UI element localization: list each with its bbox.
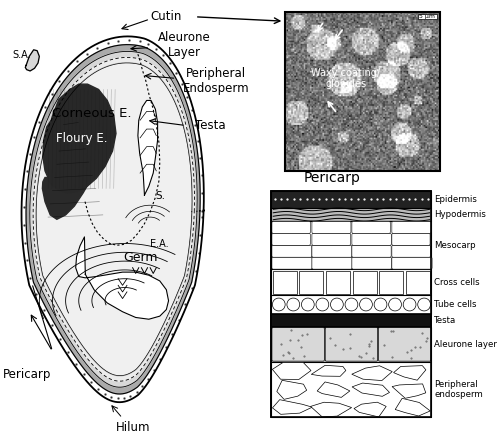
- Bar: [353, 271, 377, 294]
- Polygon shape: [33, 58, 194, 381]
- FancyBboxPatch shape: [352, 245, 391, 257]
- FancyBboxPatch shape: [312, 222, 351, 233]
- FancyBboxPatch shape: [392, 245, 430, 257]
- Polygon shape: [395, 398, 430, 416]
- Text: Hilum: Hilum: [116, 420, 150, 434]
- Polygon shape: [36, 63, 192, 376]
- FancyBboxPatch shape: [272, 222, 310, 233]
- Circle shape: [302, 298, 314, 311]
- Circle shape: [403, 298, 416, 311]
- Text: Peripheral
Endosperm: Peripheral Endosperm: [182, 66, 249, 95]
- Text: Tube cells: Tube cells: [434, 300, 476, 309]
- Polygon shape: [43, 84, 116, 193]
- Polygon shape: [310, 402, 352, 417]
- Text: Corneous E.: Corneous E.: [52, 107, 132, 120]
- Text: Peripheral
endosperm: Peripheral endosperm: [434, 380, 483, 400]
- Polygon shape: [352, 383, 390, 396]
- Bar: [272, 269, 432, 295]
- Bar: [273, 271, 297, 294]
- Bar: [272, 222, 432, 269]
- Text: Cutin: Cutin: [150, 10, 182, 23]
- Polygon shape: [138, 101, 158, 195]
- Circle shape: [360, 298, 372, 311]
- Text: Hypodermis: Hypodermis: [434, 210, 486, 219]
- Text: Testa: Testa: [195, 119, 226, 132]
- Circle shape: [418, 298, 430, 311]
- Polygon shape: [26, 45, 200, 394]
- Bar: [272, 326, 432, 362]
- Text: Aleurone
Layer: Aleurone Layer: [158, 31, 210, 59]
- Text: Cross cells: Cross cells: [434, 278, 480, 287]
- Polygon shape: [317, 382, 350, 397]
- Text: Mesocarp: Mesocarp: [434, 241, 476, 250]
- Polygon shape: [36, 63, 192, 376]
- Text: Pericarp: Pericarp: [4, 368, 51, 381]
- Polygon shape: [277, 380, 306, 399]
- FancyBboxPatch shape: [272, 245, 312, 257]
- Bar: [272, 208, 432, 222]
- FancyBboxPatch shape: [312, 257, 352, 269]
- Polygon shape: [30, 51, 197, 387]
- Text: Testa: Testa: [434, 316, 456, 325]
- Text: 5 μm: 5 μm: [420, 14, 436, 19]
- Polygon shape: [36, 63, 192, 376]
- Text: Pericarp: Pericarp: [304, 171, 360, 185]
- Polygon shape: [392, 384, 426, 398]
- Circle shape: [287, 298, 300, 311]
- Text: Aleurone layer: Aleurone layer: [434, 340, 497, 349]
- Bar: [406, 271, 430, 294]
- Polygon shape: [394, 365, 426, 380]
- Circle shape: [345, 298, 358, 311]
- Polygon shape: [272, 400, 312, 414]
- Polygon shape: [352, 366, 392, 381]
- FancyBboxPatch shape: [272, 257, 312, 269]
- FancyBboxPatch shape: [392, 233, 430, 245]
- Polygon shape: [272, 362, 311, 380]
- Text: Epidermis: Epidermis: [434, 194, 477, 204]
- Circle shape: [374, 298, 387, 311]
- Text: E.A.: E.A.: [150, 238, 168, 249]
- FancyBboxPatch shape: [352, 233, 392, 245]
- FancyBboxPatch shape: [312, 233, 350, 245]
- Circle shape: [316, 298, 329, 311]
- Bar: [326, 271, 350, 294]
- Bar: [272, 295, 432, 314]
- Polygon shape: [76, 237, 168, 319]
- Bar: [380, 271, 404, 294]
- Circle shape: [388, 298, 402, 311]
- FancyBboxPatch shape: [352, 222, 391, 233]
- FancyBboxPatch shape: [325, 327, 378, 361]
- Polygon shape: [42, 107, 110, 219]
- Bar: [272, 190, 432, 417]
- Bar: [272, 190, 432, 208]
- Circle shape: [272, 298, 285, 311]
- Text: S.A.: S.A.: [12, 50, 30, 60]
- Text: Floury E.: Floury E.: [56, 132, 108, 145]
- Bar: [284, 12, 440, 171]
- Bar: [272, 314, 432, 326]
- Bar: [272, 362, 432, 417]
- FancyBboxPatch shape: [272, 327, 324, 361]
- Text: Waxy coating/
globules: Waxy coating/ globules: [312, 68, 380, 89]
- FancyBboxPatch shape: [312, 245, 352, 257]
- Text: S.: S.: [156, 191, 166, 201]
- FancyBboxPatch shape: [392, 222, 431, 233]
- FancyBboxPatch shape: [272, 233, 310, 245]
- Polygon shape: [22, 36, 204, 402]
- FancyBboxPatch shape: [378, 327, 431, 361]
- Polygon shape: [26, 50, 40, 71]
- FancyBboxPatch shape: [392, 257, 432, 269]
- Bar: [272, 190, 432, 417]
- Circle shape: [330, 298, 344, 311]
- Bar: [300, 271, 324, 294]
- Polygon shape: [354, 402, 386, 417]
- Bar: [418, 14, 436, 19]
- Polygon shape: [312, 365, 346, 376]
- FancyBboxPatch shape: [352, 257, 392, 269]
- Text: Germ: Germ: [123, 251, 158, 264]
